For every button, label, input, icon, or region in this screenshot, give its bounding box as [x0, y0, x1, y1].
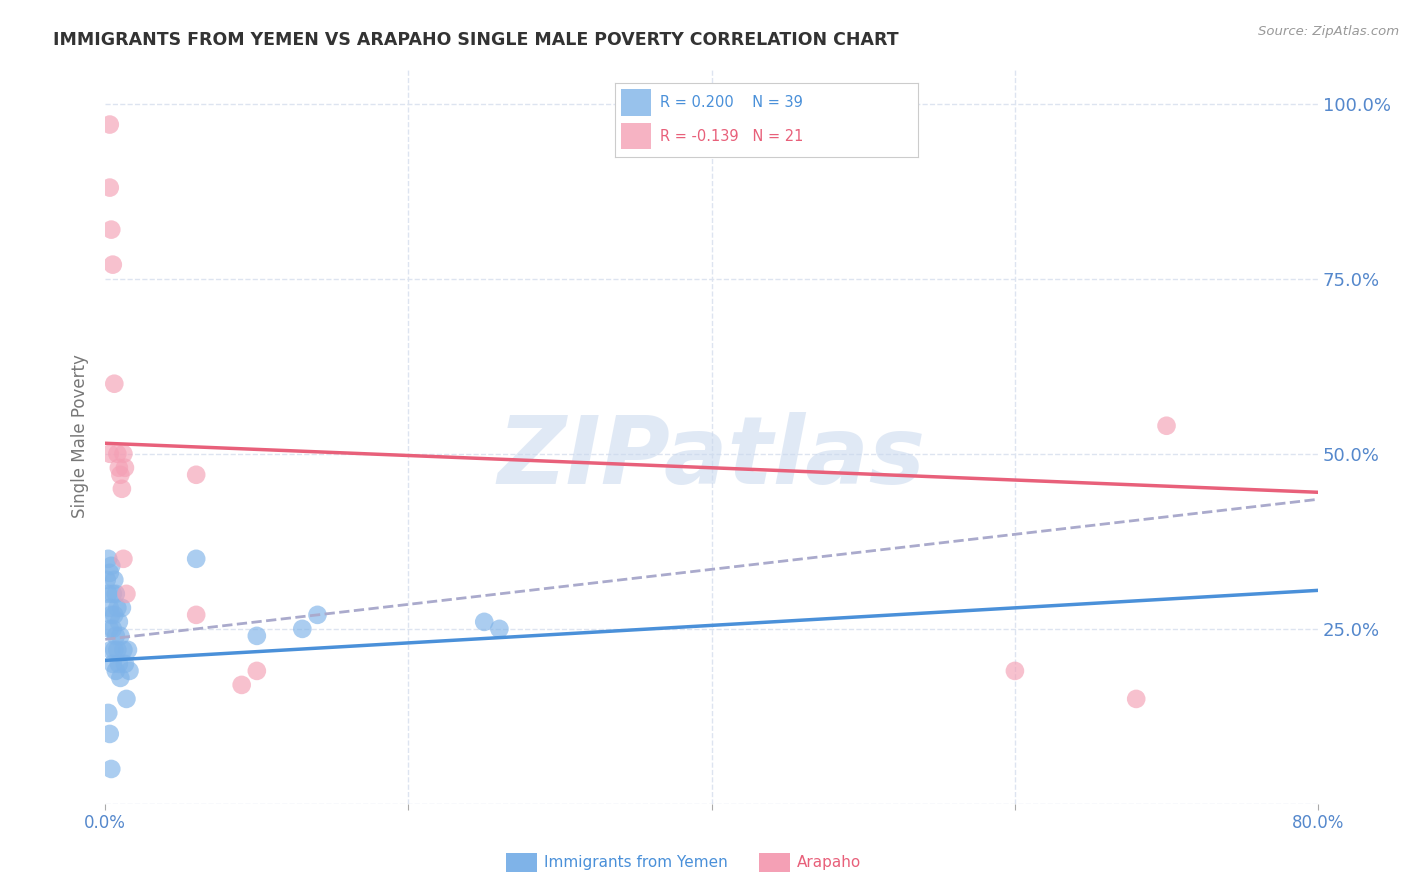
Point — [104, 587, 127, 601]
Point — [115, 587, 138, 601]
Y-axis label: Single Male Poverty: Single Male Poverty — [72, 354, 89, 518]
Point — [98, 727, 121, 741]
Point — [307, 607, 329, 622]
Point — [105, 643, 128, 657]
Point — [101, 587, 124, 601]
Text: Immigrants from Yemen: Immigrants from Yemen — [544, 855, 728, 870]
Point — [98, 180, 121, 194]
Point — [103, 573, 125, 587]
Point — [231, 678, 253, 692]
Point — [97, 587, 120, 601]
Point — [98, 600, 121, 615]
Point — [186, 467, 208, 482]
Point — [103, 643, 125, 657]
Point — [101, 657, 124, 671]
Point — [246, 664, 269, 678]
Point — [114, 657, 136, 671]
Point — [472, 615, 495, 629]
Point — [1004, 664, 1026, 678]
Point — [117, 643, 139, 657]
Point — [101, 622, 124, 636]
Point — [111, 482, 134, 496]
Point — [488, 622, 510, 636]
Point — [118, 664, 141, 678]
Point — [98, 622, 121, 636]
Point — [104, 629, 127, 643]
Point — [100, 607, 122, 622]
Point — [98, 118, 121, 132]
Text: IMMIGRANTS FROM YEMEN VS ARAPAHO SINGLE MALE POVERTY CORRELATION CHART: IMMIGRANTS FROM YEMEN VS ARAPAHO SINGLE … — [53, 31, 898, 49]
Point — [100, 643, 122, 657]
Point — [96, 573, 118, 587]
Point — [108, 460, 131, 475]
Point — [101, 258, 124, 272]
Point — [105, 447, 128, 461]
Point — [100, 762, 122, 776]
Point — [115, 692, 138, 706]
Point — [100, 558, 122, 573]
Point — [110, 467, 132, 482]
Point — [114, 460, 136, 475]
Point — [112, 551, 135, 566]
Point — [112, 447, 135, 461]
Text: Arapaho: Arapaho — [797, 855, 862, 870]
Point — [246, 629, 269, 643]
Point — [100, 222, 122, 236]
Point — [105, 600, 128, 615]
Point — [103, 376, 125, 391]
Point — [108, 657, 131, 671]
Point — [112, 643, 135, 657]
Point — [98, 447, 121, 461]
Point — [110, 671, 132, 685]
Point — [111, 600, 134, 615]
Point — [291, 622, 314, 636]
Point — [1125, 692, 1147, 706]
Point — [98, 566, 121, 580]
Point — [103, 607, 125, 622]
Point — [186, 551, 208, 566]
Point — [108, 615, 131, 629]
Point — [97, 706, 120, 720]
Point — [186, 607, 208, 622]
Point — [1156, 418, 1178, 433]
Text: ZIPatlas: ZIPatlas — [498, 412, 925, 504]
Text: Source: ZipAtlas.com: Source: ZipAtlas.com — [1258, 25, 1399, 38]
Point — [110, 629, 132, 643]
Point — [104, 664, 127, 678]
Point — [97, 551, 120, 566]
